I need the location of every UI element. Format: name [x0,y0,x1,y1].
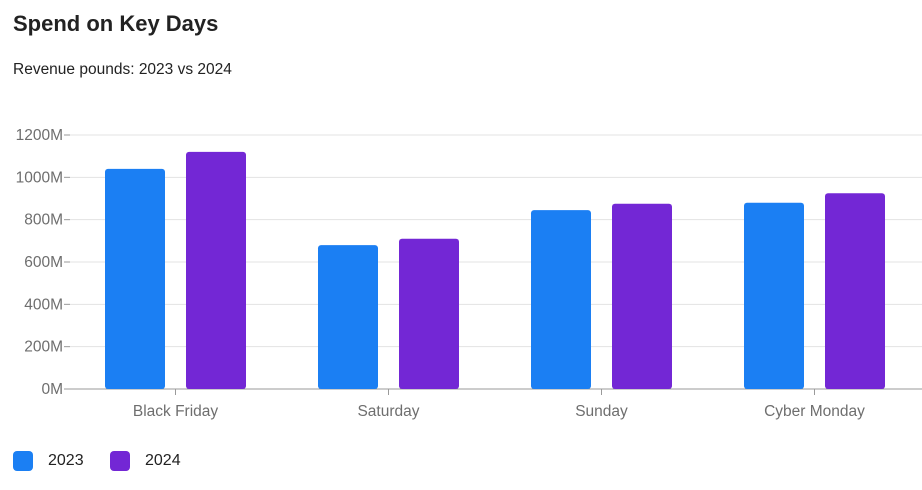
bar-2023-saturday[interactable] [318,245,378,389]
bar-chart: 0M 200M 400M 600M 800M 1000M 1200M Black Friday… [16,127,922,420]
bar-2023-black-friday[interactable] [105,168,165,389]
y-tick-label: 400M [24,296,63,313]
x-tick-label: Saturday [357,403,419,420]
y-tick-label: 800M [24,212,63,229]
legend-label-2023: 2023 [48,452,84,469]
y-tick-label: 0M [41,381,63,398]
x-tick-label: Cyber Monday [764,403,865,420]
legend-item-2023[interactable]: 2023 [13,450,84,472]
y-tick-label: 600M [24,254,63,271]
bar-2024-saturday[interactable] [399,238,459,389]
x-tick-label: Sunday [575,403,628,420]
bar-2024-sunday[interactable] [612,203,672,389]
bar-2023-cyber-monday[interactable] [744,202,804,389]
x-tick-label: Black Friday [133,403,219,420]
chart-title: Spend on Key Days [13,11,219,36]
legend-swatch-2024 [110,451,130,471]
bar-2023-sunday[interactable] [531,210,591,389]
legend-item-2024[interactable]: 2024 [110,450,181,472]
chart-subtitle: Revenue pounds: 2023 vs 2024 [13,61,232,78]
bar-2024-black-friday[interactable] [186,151,246,389]
legend-label-2024: 2024 [145,452,181,469]
legend-swatch-2023 [13,451,33,471]
y-tick-label: 200M [24,339,63,356]
y-tick-label: 1200M [16,127,63,144]
bar-2024-cyber-monday[interactable] [825,193,885,389]
y-tick-label: 1000M [16,169,63,186]
